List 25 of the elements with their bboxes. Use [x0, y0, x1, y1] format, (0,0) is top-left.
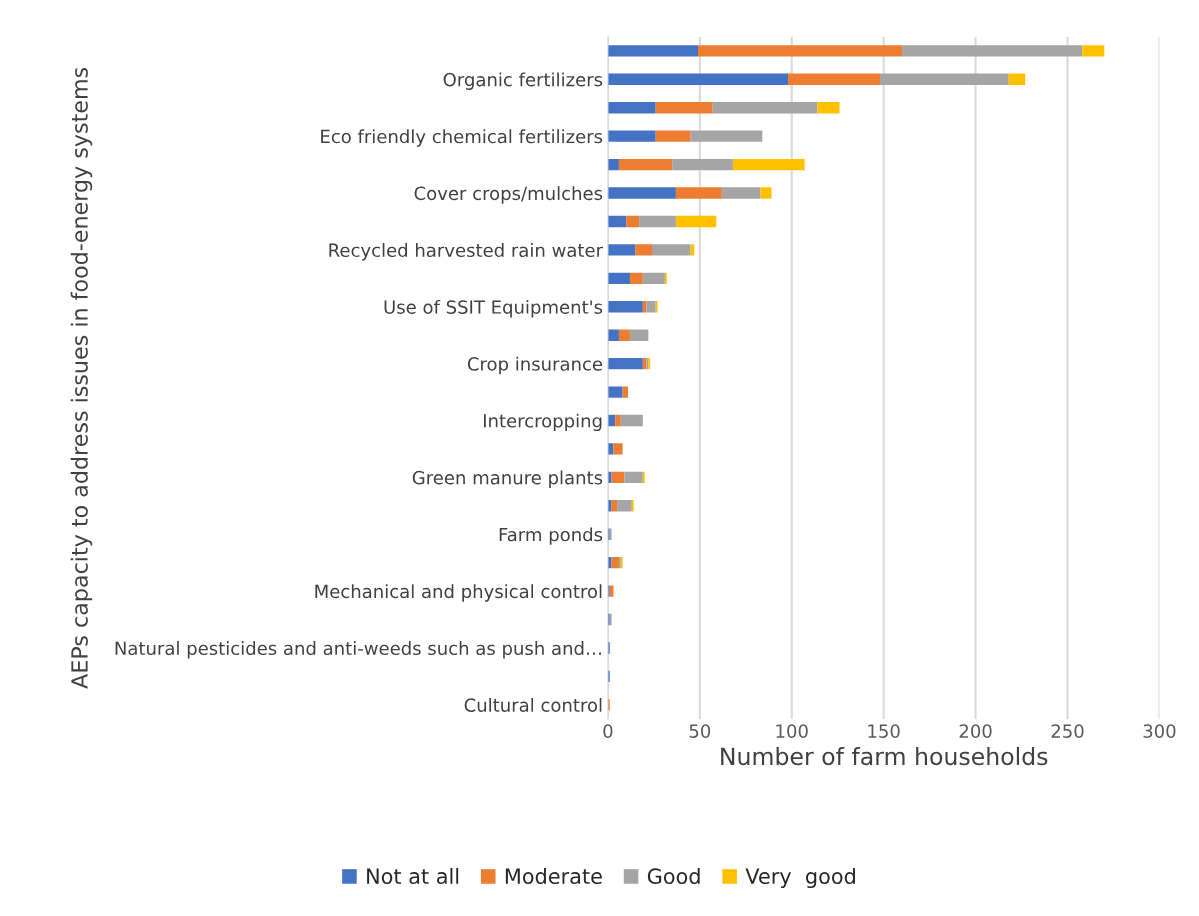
y-tick-label: Organic fertilizers: [443, 72, 603, 90]
y-tick-label: Recycled harvested rain water: [329, 243, 604, 261]
y-tick-label: Green manure plants: [412, 470, 603, 488]
legend-label: Very good: [745, 867, 855, 889]
y-tick-label: Farm ponds: [499, 527, 603, 545]
y-tick-label: Intercropping: [483, 413, 602, 432]
y-tick-label: Crop insurance: [467, 356, 603, 375]
x-tick-label: 50: [689, 724, 711, 738]
x-tick-label: 0: [603, 724, 613, 738]
y-tick-label: Mechanical and physical control: [315, 584, 602, 602]
y-tick-label: Cultural control: [464, 697, 602, 712]
x-axis-title: Number of farm households: [721, 746, 1048, 766]
x-tick-label: 150: [868, 724, 900, 738]
y-tick-label: Cover crops/mulches: [414, 186, 603, 204]
x-tick-label: 200: [959, 724, 992, 738]
x-tick-label: 250: [1051, 724, 1084, 738]
legend-label: Not at all: [367, 867, 459, 885]
legend-label: Good: [647, 867, 700, 885]
y-tick-label: Use of SSIT Equipment's: [384, 299, 603, 318]
y-tick-label: Eco friendly chemical fertilizers: [321, 129, 603, 147]
y-tick-label: Natural pesticides and anti-weeds such as push and…: [115, 641, 601, 659]
legend-label: Moderate: [505, 867, 602, 885]
x-tick-label: 300: [1143, 724, 1176, 738]
x-tick-label: 100: [776, 724, 808, 738]
y-axis-title: AEPs capacity to address issues in food-energy systems: [70, 67, 93, 689]
